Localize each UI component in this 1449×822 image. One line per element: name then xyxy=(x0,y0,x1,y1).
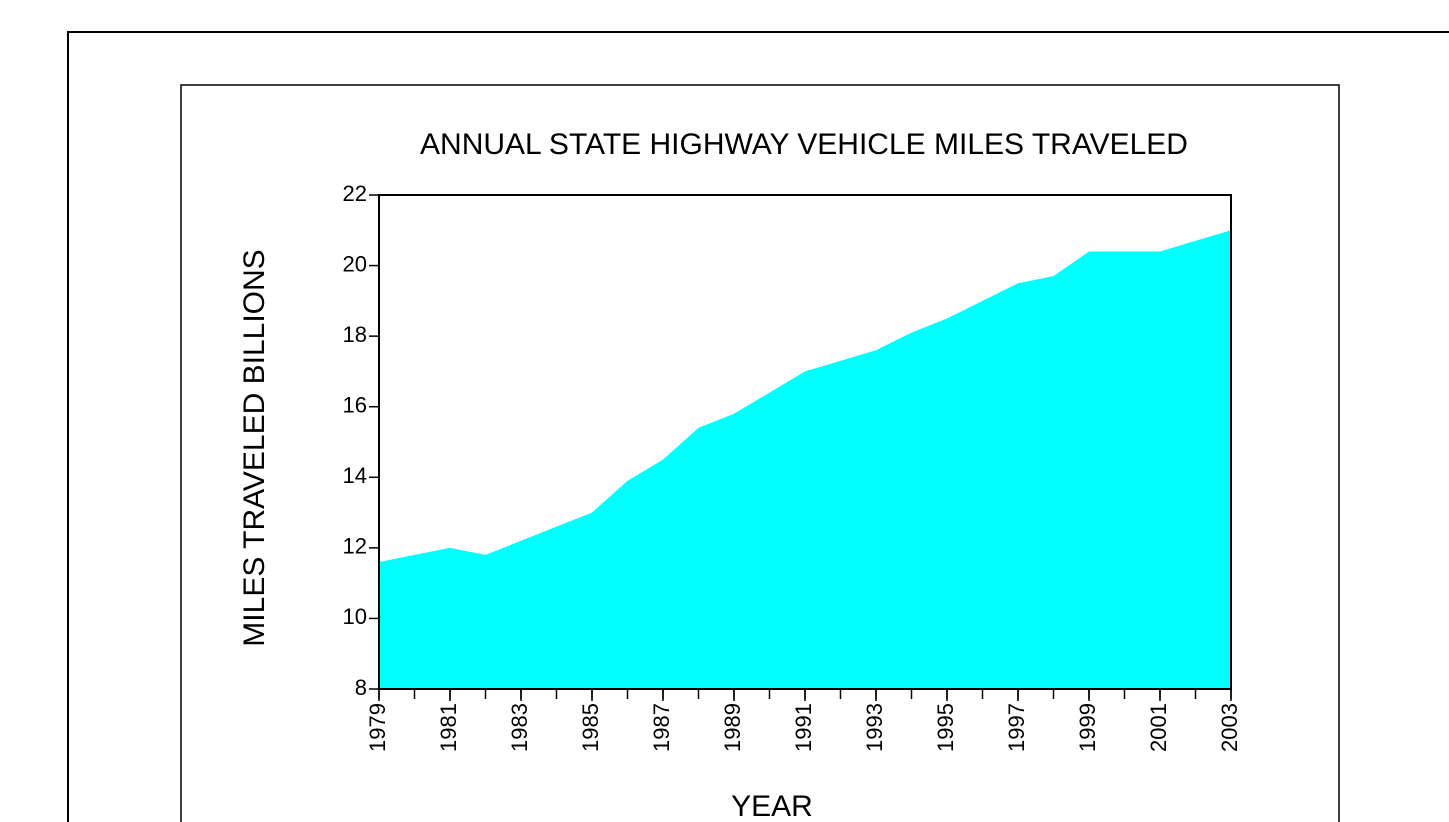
y-tick-label: 12 xyxy=(343,534,367,559)
x-tick-label: 1985 xyxy=(578,703,603,752)
y-tick-label: 18 xyxy=(343,322,367,347)
x-tick-label: 2001 xyxy=(1146,703,1171,752)
x-tick-label: 1991 xyxy=(791,703,816,752)
y-tick-label: 14 xyxy=(343,463,367,488)
inner-border xyxy=(180,84,1340,822)
y-tick-label: 8 xyxy=(355,675,367,700)
x-tick-label: 1987 xyxy=(649,703,674,752)
area xyxy=(379,230,1231,690)
x-tick-label: 1983 xyxy=(507,703,532,752)
chart-title: ANNUAL STATE HIGHWAY VEHICLE MILES TRAVE… xyxy=(420,128,1188,161)
y-tick-label: 10 xyxy=(343,604,367,629)
x-tick-label: 1979 xyxy=(365,703,390,752)
x-tick-label: 1993 xyxy=(862,703,887,752)
x-tick-label: 1995 xyxy=(933,703,958,752)
x-axis-label: YEAR xyxy=(731,790,813,822)
outer-border xyxy=(67,31,1449,822)
x-tick-label: 1997 xyxy=(1004,703,1029,752)
x-tick-label: 1981 xyxy=(436,703,461,752)
x-tick-label: 1999 xyxy=(1075,703,1100,752)
y-tick-label: 20 xyxy=(343,251,367,276)
y-tick-label: 22 xyxy=(343,181,367,206)
y-axis-label: MILES TRAVELED BILLIONS xyxy=(238,249,271,646)
y-tick-label: 16 xyxy=(343,393,367,418)
x-tick-label: 1989 xyxy=(720,703,745,752)
x-tick-label: 2003 xyxy=(1217,703,1242,752)
